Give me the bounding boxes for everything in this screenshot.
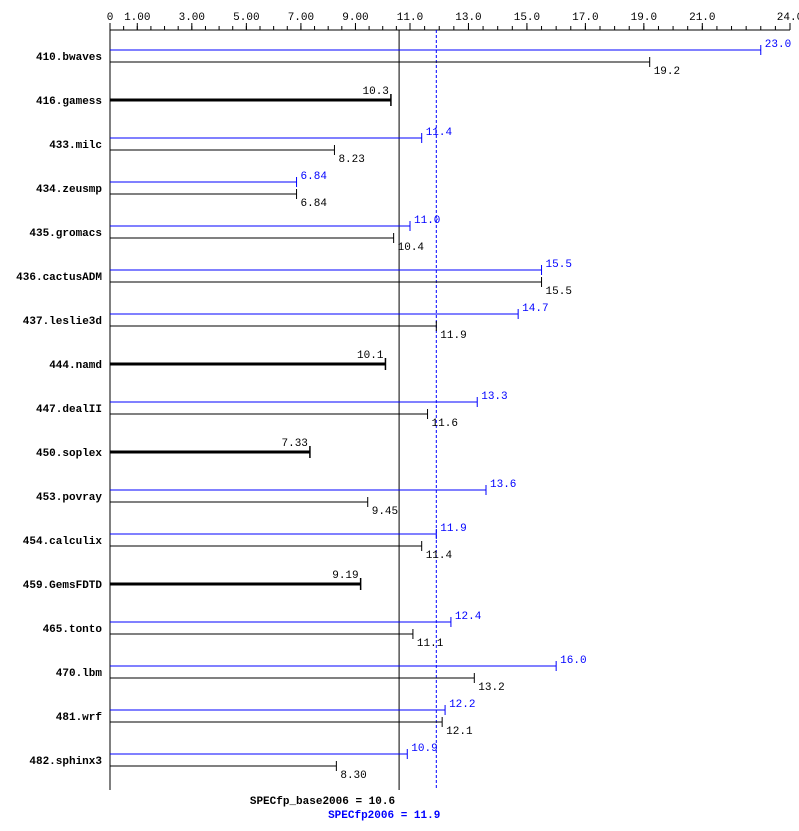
spec-chart-svg: 0 1.00 3.00 5.00 7.00 9.00 11.0 13.0 15.0 17.0 19.…: [0, 0, 799, 831]
x-axis-tick-label: 19.0: [631, 12, 657, 24]
benchmark-value-label: 14.7: [522, 303, 548, 315]
benchmark-label: 444.namd: [49, 360, 102, 372]
benchmark-label: 447.dealII: [36, 404, 102, 416]
benchmark-label: 459.GemsFDTD: [23, 580, 103, 592]
x-axis-tick-label: 24.0: [777, 12, 799, 24]
benchmark-value-label: 12.4: [455, 611, 482, 623]
benchmark-value-label: 10.9: [411, 743, 437, 755]
x-axis-tick-label: 11.0: [397, 12, 423, 24]
benchmark-label: 434.zeusmp: [36, 184, 102, 196]
x-axis-tick-label: 21.0: [689, 12, 715, 24]
benchmark-value-label: 19.2: [654, 66, 680, 78]
benchmark-value-label: 6.84: [301, 171, 328, 183]
benchmark-value-label: 10.1: [357, 350, 384, 362]
benchmark-value-label: 12.2: [449, 699, 475, 711]
benchmark-value-label: 10.3: [363, 86, 389, 98]
x-axis-tick-label: 5.00: [233, 12, 259, 24]
benchmark-value-label: 10.4: [398, 242, 425, 254]
benchmark-value-label: 8.23: [338, 154, 364, 166]
x-axis-tick-label: 3.00: [179, 12, 205, 24]
benchmark-label: 465.tonto: [43, 624, 103, 636]
x-axis-tick-label: 1.00: [124, 12, 150, 24]
benchmark-label: 453.povray: [36, 492, 102, 504]
benchmark-value-label: 11.6: [432, 418, 458, 430]
benchmark-value-label: 11.9: [440, 523, 466, 535]
benchmark-value-label: 13.6: [490, 479, 516, 491]
benchmark-label: 450.soplex: [36, 448, 102, 460]
benchmark-value-label: 13.3: [481, 391, 507, 403]
benchmark-value-label: 15.5: [546, 259, 572, 271]
benchmark-value-label: 8.30: [340, 770, 366, 782]
chart-container: 0 1.00 3.00 5.00 7.00 9.00 11.0 13.0 15.0 17.0 19.…: [0, 0, 799, 831]
benchmark-value-label: 12.1: [446, 726, 473, 738]
x-axis-tick-label: 15.0: [514, 12, 540, 24]
benchmark-value-label: 11.1: [417, 638, 444, 650]
benchmark-value-label: 15.5: [546, 286, 572, 298]
x-axis-tick-label: 17.0: [572, 12, 598, 24]
x-axis-tick-label: 7.00: [288, 12, 314, 24]
benchmark-label: 470.lbm: [56, 668, 103, 680]
x-axis-tick-label: 0: [107, 12, 114, 24]
benchmark-value-label: 11.4: [426, 550, 453, 562]
benchmark-value-label: 11.4: [426, 127, 453, 139]
benchmark-value-label: 11.9: [440, 330, 466, 342]
benchmark-label: 481.wrf: [56, 712, 103, 724]
benchmark-value-label: 9.19: [332, 570, 358, 582]
x-axis-tick-label: 9.00: [342, 12, 368, 24]
base-ref-label: SPECfp_base2006 = 10.6: [250, 796, 395, 808]
benchmark-value-label: 13.2: [478, 682, 504, 694]
benchmark-label: 410.bwaves: [36, 52, 102, 64]
benchmark-value-label: 16.0: [560, 655, 586, 667]
benchmark-label: 433.milc: [49, 140, 102, 152]
peak-ref-label: SPECfp2006 = 11.9: [328, 810, 440, 822]
benchmark-value-label: 7.33: [282, 438, 308, 450]
benchmark-label: 482.sphinx3: [29, 756, 102, 768]
benchmark-label: 416.gamess: [36, 96, 102, 108]
benchmark-value-label: 23.0: [765, 39, 791, 51]
benchmark-label: 454.calculix: [23, 536, 103, 548]
benchmark-label: 435.gromacs: [29, 228, 102, 240]
benchmark-value-label: 9.45: [372, 506, 398, 518]
benchmark-value-label: 6.84: [301, 198, 328, 210]
benchmark-value-label: 11.0: [414, 215, 440, 227]
x-axis-tick-label: 13.0: [455, 12, 481, 24]
benchmark-label: 437.leslie3d: [23, 316, 102, 328]
benchmark-label: 436.cactusADM: [16, 272, 102, 284]
